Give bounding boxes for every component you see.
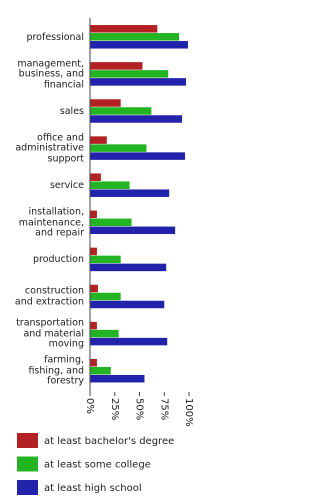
legend-label: at least high school — [44, 483, 142, 494]
bar — [90, 78, 187, 86]
bar — [90, 144, 147, 152]
category-label: professional — [26, 31, 84, 43]
category-label: sales — [59, 105, 84, 117]
bar — [90, 173, 101, 181]
x-tick-label: 75% — [158, 398, 169, 420]
x-tick-label: 50% — [134, 398, 145, 420]
bar — [90, 358, 97, 367]
legend-swatch — [17, 456, 38, 472]
bar — [90, 41, 189, 49]
bar — [90, 152, 186, 160]
bar — [90, 337, 168, 346]
bar — [90, 33, 180, 41]
bar — [90, 107, 152, 115]
legend-swatch — [17, 480, 38, 495]
chart: 0% 25% 50% 75% 100% at least bachelor's degre… — [14, 18, 194, 495]
bar — [90, 62, 143, 70]
category-label: office and administrative support — [15, 132, 84, 165]
legend-label: at least some college — [44, 460, 151, 471]
bar — [90, 292, 121, 301]
bar — [90, 263, 167, 272]
legend-label: at least bachelor's degree — [44, 436, 174, 447]
bar — [90, 99, 121, 107]
legend-swatch — [17, 433, 38, 448]
bar — [90, 255, 121, 264]
category-label: farming, fishing, and forestry — [28, 354, 84, 387]
x-tick-label: 0% — [84, 398, 95, 414]
bar — [90, 321, 97, 330]
bar — [90, 374, 145, 383]
bar — [90, 300, 165, 309]
category-label: installation, maintenance, and repair — [18, 206, 84, 239]
bar — [90, 181, 130, 189]
bar — [90, 70, 169, 78]
chart-svg: 0% 25% 50% 75% 100% at least bachelor's degre… — [17, 18, 194, 495]
bar — [90, 115, 183, 123]
bar — [90, 136, 107, 144]
bar — [90, 329, 119, 338]
bar — [90, 247, 97, 256]
category-label: construction and extraction — [14, 285, 84, 308]
category-label: production — [32, 253, 84, 265]
bar — [90, 218, 132, 227]
bar — [90, 210, 97, 219]
category-label: service — [49, 179, 84, 191]
bar — [90, 284, 98, 293]
x-tick-label: 25% — [109, 398, 120, 420]
bar — [90, 226, 176, 235]
x-tick-label: 100% — [183, 398, 194, 427]
bar — [90, 25, 158, 33]
category-label: transportation and material moving — [16, 317, 84, 350]
bar — [90, 366, 111, 375]
category-label: management, business, and financial — [17, 57, 84, 90]
bar — [90, 189, 170, 197]
